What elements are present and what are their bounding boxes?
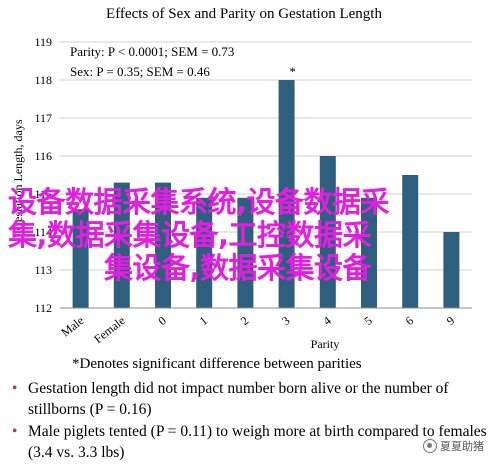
x-tick-label: Male <box>58 313 86 339</box>
x-tick-label: Female <box>91 313 127 346</box>
significance-footnote: *Denotes significant difference between … <box>72 356 362 372</box>
y-axis-title: Gestation Length, days <box>11 119 25 230</box>
x-tick-label: 9 <box>444 313 457 328</box>
bullet-dot-icon: • <box>12 423 18 440</box>
bars <box>72 80 460 308</box>
overlay-line-3: 集设备,数据采集设备 <box>104 251 372 285</box>
bullet-item: • Gestation length did not impact number… <box>10 378 490 420</box>
bar-male <box>72 209 89 308</box>
x-tick-label: 3 <box>279 313 292 328</box>
bullet-text: Male piglets tented (P = 0.11) to weigh … <box>28 423 487 461</box>
bar-female <box>113 182 130 308</box>
y-tick-label: 116 <box>34 149 52 163</box>
x-tick-label: 2 <box>238 313 251 328</box>
y-tick-label: 113 <box>34 263 52 277</box>
x-tick-label: 1 <box>197 313 210 328</box>
overlay-line-1: 设备数据采集系统,设备数据采 <box>8 185 390 219</box>
account-watermark: 夏夏助猪 <box>423 438 484 454</box>
overlay-line-2: 集,数据采集设备,工控数据采 <box>8 218 372 252</box>
wechat-icon <box>423 439 437 453</box>
y-tick-label: 112 <box>34 301 52 315</box>
bar-4 <box>319 156 336 308</box>
bar-0 <box>155 182 171 308</box>
bullet-text: Gestation length did not impact number b… <box>28 380 449 418</box>
watermark-text: 夏夏助猪 <box>440 440 484 453</box>
bar-6 <box>402 175 419 308</box>
y-tick-label: 117 <box>34 111 52 125</box>
significance-star: * <box>289 64 296 79</box>
y-tick-labels: 112 113 114 115 116 117 118 119 <box>34 35 52 315</box>
watermark-overlay-text: 设备数据采集系统,设备数据采 集,数据采集设备,工控数据采 集设备,数据采集设备 <box>8 186 486 285</box>
x-tick-label: 5 <box>361 313 374 328</box>
bar-5 <box>361 197 377 308</box>
bar-9 <box>443 232 460 308</box>
bullet-list: • Gestation length did not impact number… <box>10 378 490 464</box>
x-tick-label: 0 <box>155 313 168 328</box>
bullet-dot-icon: • <box>12 380 18 397</box>
y-tick-label: 118 <box>34 73 52 87</box>
x-tick-label: 6 <box>403 313 416 328</box>
bar-1 <box>196 197 213 308</box>
gestation-bar-chart: Effects of Sex and Parity on Gestation L… <box>11 6 472 351</box>
annotation-parity-stats: Parity: P < 0.0001; SEM = 0.73 <box>70 44 234 59</box>
y-tick-label: 119 <box>34 35 52 49</box>
y-tick-label: 115 <box>34 187 52 201</box>
y-tick-label: 114 <box>34 225 52 239</box>
bullet-item: • Male piglets tented (P = 0.11) to weig… <box>10 421 490 463</box>
x-tick-labels: Male Female 0 1 2 3 4 5 6 9 <box>58 313 457 346</box>
bar-2 <box>237 197 254 308</box>
chart-title: Effects of Sex and Parity on Gestation L… <box>106 6 382 22</box>
bar-3 <box>278 80 295 308</box>
x-axis-title: Parity <box>311 337 340 351</box>
annotation-sex-stats: Sex: P = 0.35; SEM = 0.46 <box>70 64 210 79</box>
x-tick-label: 4 <box>320 313 333 328</box>
